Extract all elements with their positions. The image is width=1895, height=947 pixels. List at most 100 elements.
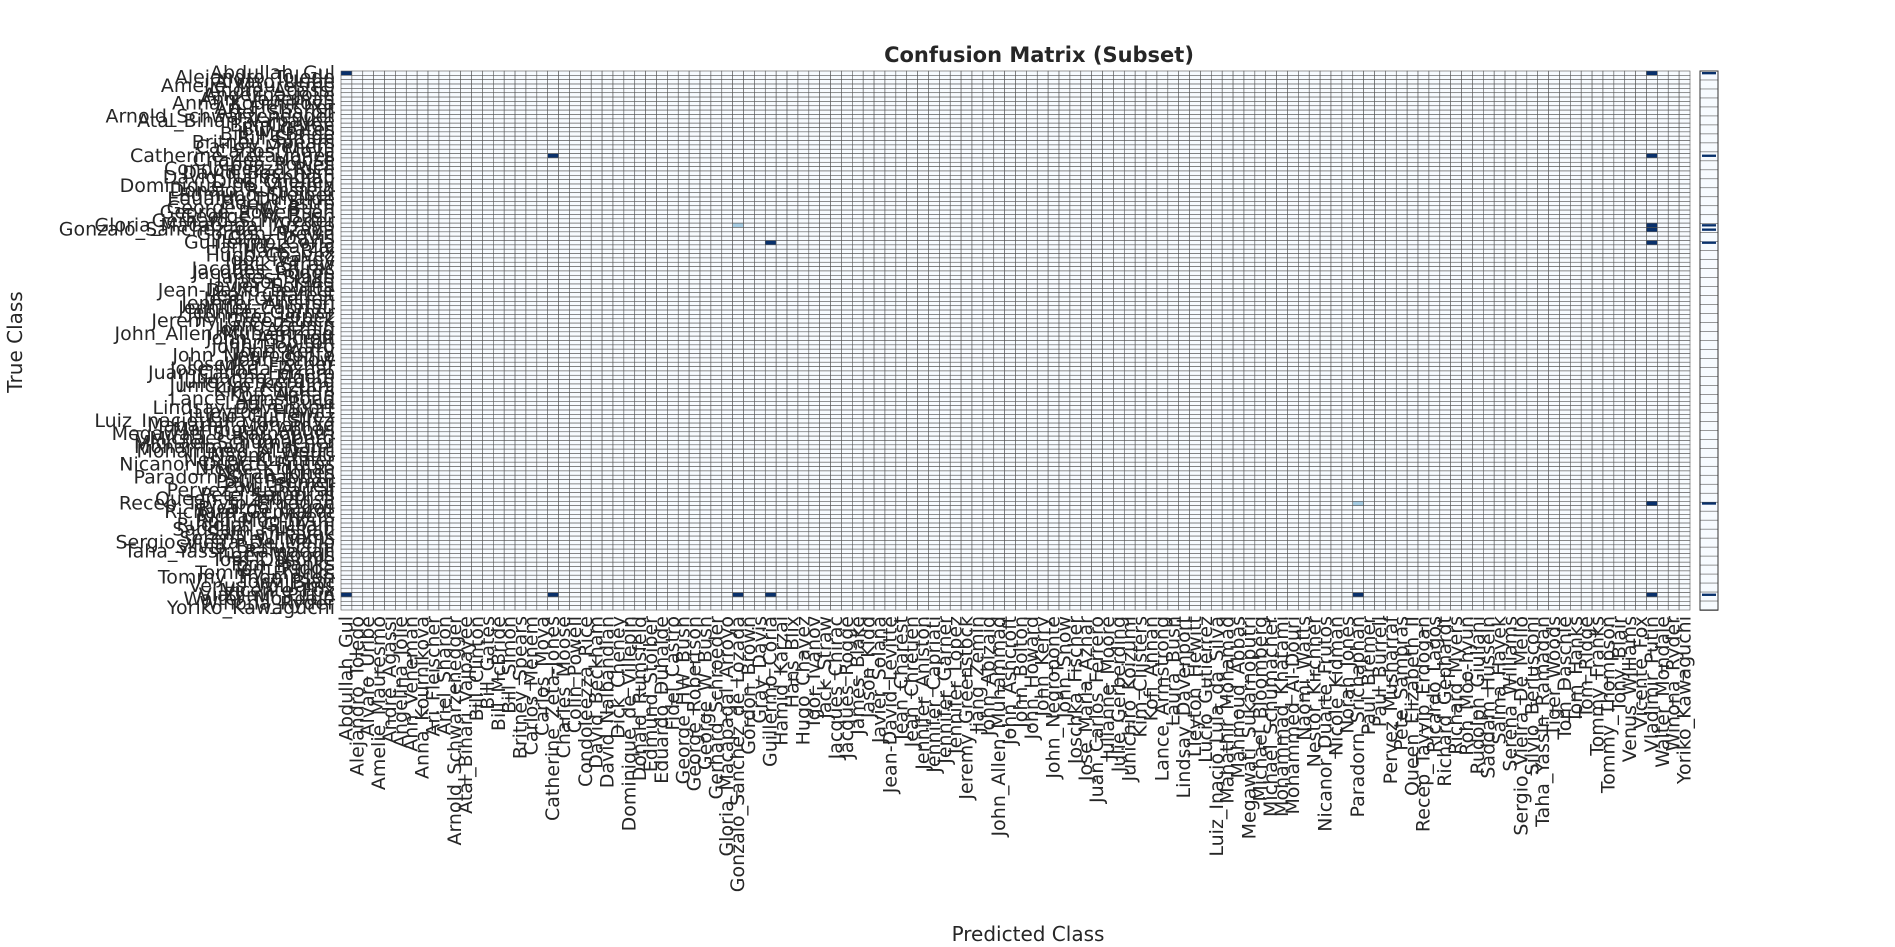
heatmap-cell	[852, 218, 864, 224]
heatmap-cell	[1646, 175, 1658, 180]
heatmap-cell	[460, 157, 472, 163]
heatmap-cell	[852, 179, 864, 185]
heatmap-cell	[884, 196, 897, 202]
heatmap-cell	[503, 153, 516, 159]
heatmap-cell	[873, 88, 886, 94]
heatmap-cell	[1363, 161, 1375, 167]
heatmap-cell	[547, 122, 559, 128]
heatmap-cell	[895, 153, 908, 159]
heatmap-cell	[1667, 214, 1680, 220]
heatmap-cell	[1374, 214, 1386, 220]
heatmap-cell	[1080, 157, 1092, 163]
heatmap-cell	[1428, 131, 1441, 137]
heatmap-cell	[688, 114, 701, 120]
heatmap-cell	[1134, 140, 1147, 146]
heatmap-cell	[1635, 183, 1647, 189]
heatmap-cell	[395, 79, 407, 85]
heatmap-cell	[884, 214, 897, 220]
heatmap-cell	[656, 214, 668, 220]
heatmap-cell	[797, 227, 810, 233]
heatmap-cell	[1243, 140, 1256, 146]
heatmap-cell	[1211, 201, 1223, 207]
heatmap-cell	[1189, 196, 1201, 202]
heatmap-cell	[416, 179, 429, 185]
heatmap-cell	[1537, 192, 1549, 198]
heatmap-cell	[1221, 144, 1234, 150]
heatmap-cell	[1004, 205, 1016, 211]
heatmap-cell	[340, 88, 353, 94]
heatmap-cell	[1004, 122, 1016, 128]
heatmap-cell	[351, 105, 364, 111]
heatmap-cell	[1341, 183, 1354, 189]
heatmap-cell	[1504, 227, 1517, 233]
heatmap-cell	[373, 83, 385, 89]
heatmap-cell	[1635, 101, 1647, 107]
heatmap-cell	[1308, 114, 1321, 120]
heatmap-cell	[1319, 83, 1332, 89]
heatmap-cell	[1439, 222, 1451, 228]
heatmap-cell	[993, 157, 1005, 163]
heatmap-cell	[1526, 209, 1538, 215]
heatmap-cell	[699, 140, 712, 146]
y-tick-label: Jean_Charest	[210, 284, 335, 306]
heatmap-cell	[873, 79, 886, 85]
heatmap-cell	[1189, 183, 1201, 189]
heatmap-cell	[416, 170, 429, 176]
heatmap-cell	[688, 214, 701, 220]
heatmap-cell	[721, 209, 733, 215]
heatmap-cell	[1243, 192, 1256, 198]
heatmap-cell	[1548, 114, 1560, 120]
heatmap-cell	[1123, 70, 1136, 76]
heatmap-cell	[373, 170, 385, 176]
heatmap-cell	[873, 131, 886, 137]
heatmap-cell	[830, 70, 842, 76]
y-tick-label: Jack_Straw	[231, 253, 335, 275]
heatmap-cell	[862, 109, 875, 115]
heatmap-cell	[1341, 140, 1354, 146]
heatmap-cell	[340, 105, 353, 111]
y-tick-label: Abdullah_Gul	[210, 62, 335, 84]
heatmap-cell	[939, 131, 951, 137]
heatmap-cell	[405, 218, 418, 224]
heatmap-cell	[928, 166, 940, 172]
heatmap-cell	[1036, 70, 1049, 76]
heatmap-cell	[1200, 131, 1212, 137]
heatmap-cell	[710, 179, 723, 185]
heatmap-cell	[939, 205, 951, 211]
heatmap-cell	[1657, 144, 1669, 150]
heatmap-cell	[1091, 209, 1103, 215]
heatmap-cell	[656, 135, 668, 141]
heatmap-cell	[634, 135, 646, 141]
heatmap-cell	[917, 175, 929, 180]
heatmap-cell	[1319, 118, 1332, 124]
heatmap-cell	[482, 79, 494, 85]
heatmap-cell	[1265, 127, 1277, 133]
heatmap-cell	[612, 114, 625, 120]
heatmap-cell	[743, 192, 755, 198]
heatmap-cell	[1461, 218, 1473, 224]
x-tick-label: Dominique_de_Villepin	[618, 616, 640, 831]
heatmap-cell	[928, 83, 940, 89]
heatmap-cell	[1211, 166, 1223, 172]
heatmap-cell	[1493, 188, 1506, 194]
heatmap-cell	[1439, 118, 1451, 124]
heatmap-cell	[1646, 83, 1658, 89]
heatmap-cell	[699, 227, 712, 233]
heatmap-cell	[895, 122, 908, 128]
heatmap-cell	[1134, 161, 1147, 167]
heatmap-cell	[1178, 70, 1190, 76]
heatmap-cell	[1200, 222, 1212, 228]
heatmap-cell	[1330, 101, 1343, 107]
heatmap-cell	[1113, 218, 1125, 224]
x-tick-label: Abdullah_Gul	[335, 616, 357, 741]
heatmap-cell	[1374, 188, 1386, 194]
heatmap-cell	[1580, 92, 1593, 98]
heatmap-cell	[830, 153, 842, 159]
heatmap-cell	[1254, 114, 1267, 120]
heatmap-cell	[841, 209, 853, 215]
heatmap-cell	[1385, 122, 1397, 128]
heatmap-cell	[775, 179, 788, 185]
heatmap-cell	[1667, 109, 1680, 115]
heatmap-cell	[1189, 96, 1201, 102]
heatmap-cell	[960, 114, 973, 120]
